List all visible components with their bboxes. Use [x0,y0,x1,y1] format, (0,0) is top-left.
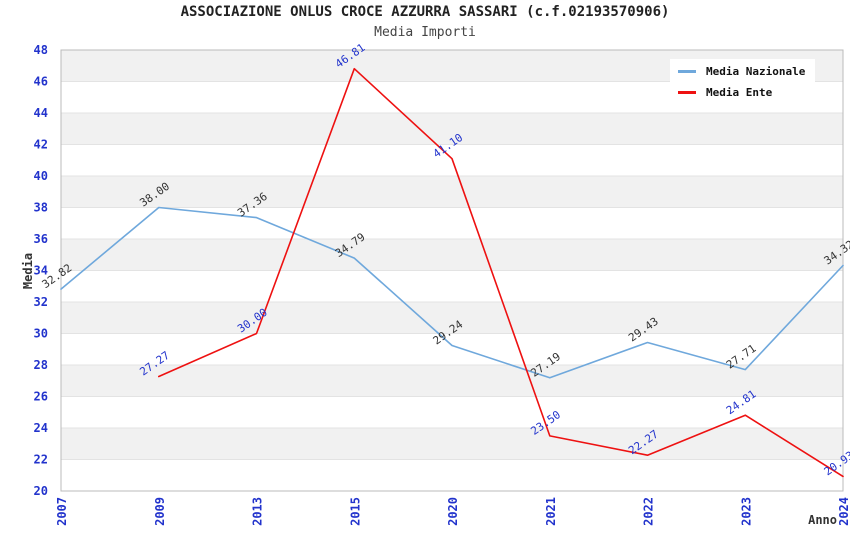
y-tick-label: 34 [34,264,48,278]
y-tick-label: 30 [34,327,48,341]
y-tick-label: 44 [34,106,48,120]
media-ente-line-swatch [678,90,696,94]
plot-band [61,207,843,239]
y-tick-label: 24 [34,421,48,435]
series-line-media-ente [158,67,844,478]
series-line-media-nazionale [60,206,844,379]
y-axis-title: Media [21,252,35,290]
plot-border [60,49,844,492]
y-tick-label: 46 [34,75,48,89]
x-tick-label: 2007 [55,497,69,526]
x-tick-label: 2020 [446,497,460,526]
media-nazionale-line-swatch [678,69,696,73]
legend-item-media-ente: Media Ente [678,84,805,100]
plot-band [61,176,843,208]
x-axis-title: Anno [808,513,837,527]
y-tick-label: 36 [34,232,48,246]
legend-label-media-nazionale: Media Nazionale [706,64,806,78]
chart-subtitle: Media Importi [374,25,476,40]
y-tick-label: 38 [34,201,48,215]
plot-band [61,113,843,145]
y-tick-label: 28 [34,358,48,372]
plot-band [61,428,843,460]
x-tick-label: 2015 [348,497,362,526]
plot-band [61,365,843,397]
x-tick-label: 2013 [251,497,265,526]
y-tick-label: 32 [34,295,48,309]
x-tick-label: 2023 [739,497,753,526]
plot-band [61,270,843,302]
plot-band [61,396,843,428]
legend-label-media-ente: Media Ente [706,85,773,99]
y-tick-label: 20 [34,484,48,498]
x-tick-label: 2024 [837,497,850,526]
legend: Media Nazionale Media Ente [670,59,816,106]
legend-item-media-nazionale: Media Nazionale [678,63,805,79]
y-tick-label: 22 [34,453,48,467]
y-tick-label: 26 [34,390,48,404]
x-tick-label: 2022 [642,497,656,526]
y-tick-label: 40 [34,169,48,183]
plot-band [61,459,843,491]
y-tick-label: 42 [34,138,48,152]
plot-band [61,302,843,334]
chart-title: ASSOCIAZIONE ONLUS CROCE AZZURRA SASSARI… [180,4,670,20]
x-tick-label: 2021 [544,497,558,526]
y-tick-label: 48 [34,43,48,57]
x-tick-label: 2009 [153,497,167,526]
plot-band [61,239,843,271]
